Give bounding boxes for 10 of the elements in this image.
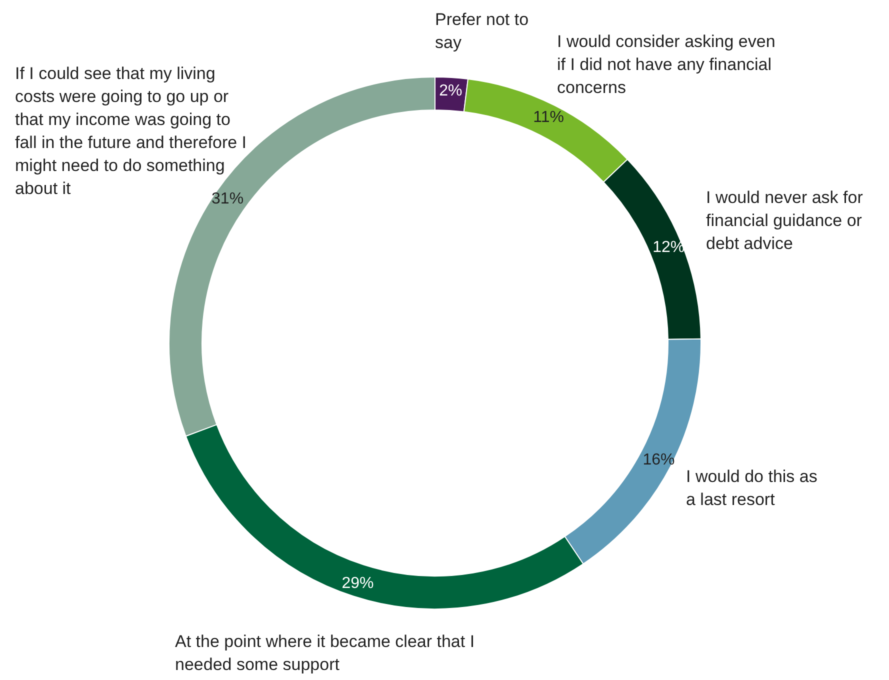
data-label: 29% (342, 574, 374, 592)
data-label: 11% (533, 108, 564, 126)
slice-label: I would never ask for financial guidance or debt advice (706, 188, 868, 253)
slice-label: I would consider asking even if I did not have any financial concerns (557, 32, 780, 97)
slice-label: At the point where it became clear that I needed some support (175, 632, 480, 674)
data-label: 16% (642, 452, 675, 469)
data-label: 12% (652, 238, 685, 256)
slice-label: Prefer not to say (435, 10, 534, 52)
data-label: 2% (439, 82, 462, 100)
slice-label: I would do this as a last resort (686, 467, 822, 509)
